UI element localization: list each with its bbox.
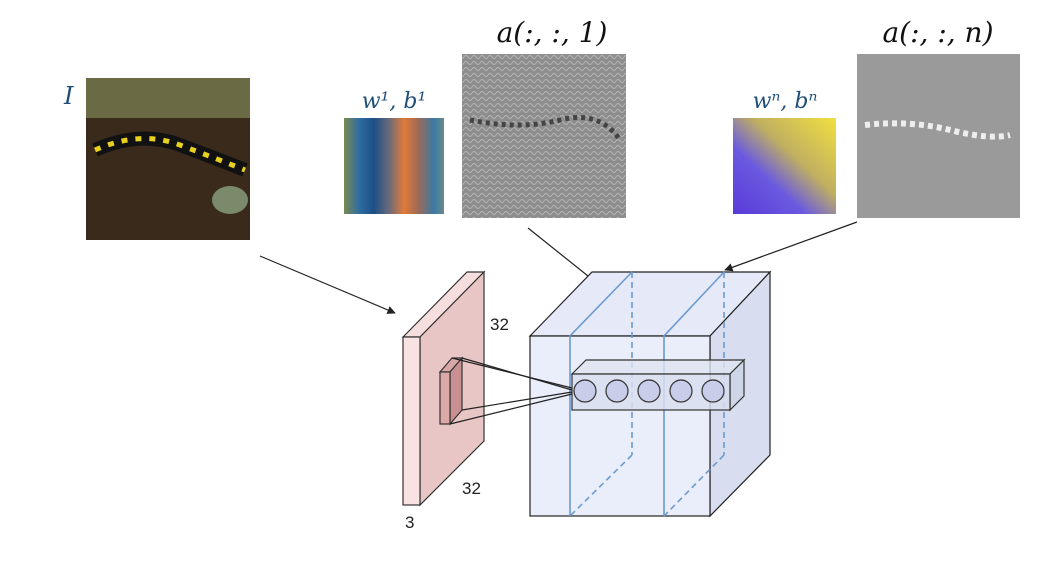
filter-1-image — [344, 118, 444, 214]
input-depth: 3 — [405, 513, 414, 532]
receptive-lines — [449, 357, 573, 425]
activation-n-label: a(:, :, n) — [882, 16, 993, 49]
filter-1-label: w¹, b¹ — [362, 89, 427, 114]
input-width: 32 — [462, 479, 481, 498]
activation-n-image — [857, 54, 1020, 218]
input-label: I — [63, 82, 74, 110]
activation-1-image — [462, 54, 626, 218]
input-volume — [401, 270, 486, 507]
activation-1-label: a(:, :, 1) — [497, 16, 608, 49]
input-photo — [86, 78, 250, 240]
input-height: 32 — [490, 315, 509, 334]
filter-n-image — [733, 118, 836, 214]
filter-n-label: wⁿ, bⁿ — [753, 89, 818, 114]
neuron-column — [570, 358, 746, 412]
